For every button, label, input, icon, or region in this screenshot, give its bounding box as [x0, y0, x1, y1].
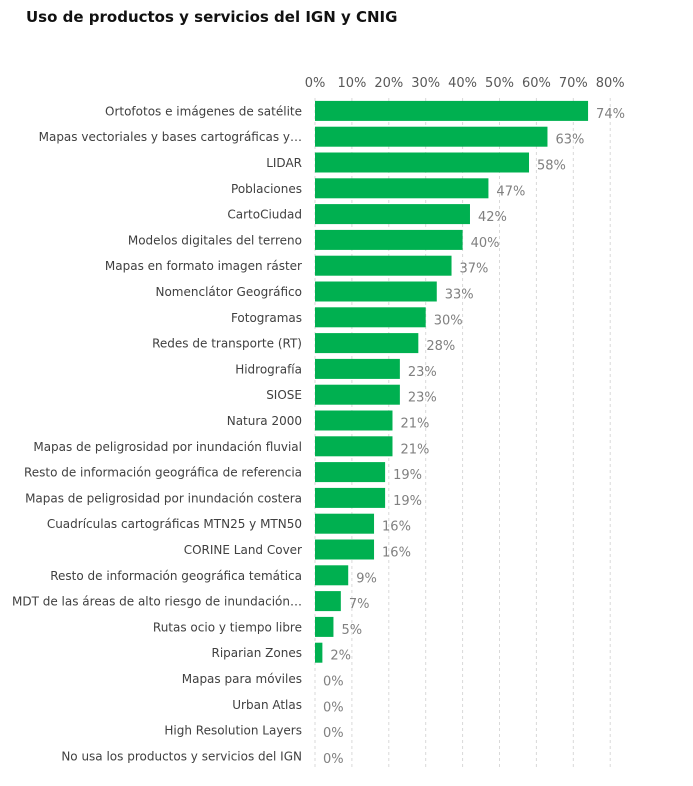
category-label: MDT de las áreas de alto riesgo de inund… [12, 595, 302, 609]
category-label: Fotogramas [231, 311, 302, 325]
category-label: CORINE Land Cover [184, 543, 302, 557]
bar [315, 642, 323, 663]
category-label: No usa los productos y servicios del IGN [61, 749, 302, 763]
bar [315, 178, 489, 199]
bar [315, 100, 589, 121]
category-label: Mapas de peligrosidad por inundación cos… [25, 491, 302, 505]
category-label: Hidrografía [235, 362, 302, 376]
category-label: CartoCiudad [227, 208, 302, 222]
bar [315, 152, 530, 173]
value-labels: 74% 63% 58% 47% 42% 40% 37% 33% 30% 28% 23% 23% 21% 2… [323, 107, 625, 767]
bar [315, 462, 386, 483]
bar [315, 487, 386, 508]
value-label: 28% [426, 339, 455, 354]
category-label: Riparian Zones [212, 646, 303, 660]
x-tick-label: 20% [374, 76, 403, 91]
value-label: 5% [341, 623, 362, 638]
category-label: Mapas vectoriales y bases cartográficas … [39, 130, 302, 144]
value-label: 9% [356, 571, 377, 586]
value-label: 16% [382, 520, 411, 535]
value-label: 0% [323, 675, 344, 690]
bar [315, 616, 334, 637]
value-label: 19% [393, 468, 422, 483]
value-label: 33% [445, 288, 474, 303]
value-label: 7% [349, 597, 370, 612]
bar [315, 333, 419, 354]
bar [315, 539, 375, 560]
value-label: 30% [434, 313, 463, 328]
bar [315, 591, 341, 612]
category-label: Resto de información geográfica temática [50, 569, 302, 583]
x-tick-label: 0% [305, 76, 326, 91]
value-label: 47% [496, 184, 525, 199]
value-label: 63% [555, 133, 584, 148]
category-label: Rutas ocio y tiempo libre [153, 620, 302, 634]
x-tick-label: 10% [337, 76, 366, 91]
bar [315, 513, 375, 534]
x-tick-label: 70% [559, 76, 588, 91]
category-label: SIOSE [266, 388, 302, 402]
value-label: 74% [596, 107, 625, 122]
x-tick-label: 40% [448, 76, 477, 91]
category-label: Cuadrículas cartográficas MTN25 y MTN50 [47, 517, 302, 531]
bar [315, 126, 548, 147]
value-label: 21% [400, 442, 429, 457]
bar [315, 410, 393, 431]
category-label: Natura 2000 [227, 414, 302, 428]
x-tick-label: 60% [522, 76, 551, 91]
bar [315, 436, 393, 457]
value-label: 19% [393, 494, 422, 509]
bar [315, 384, 400, 405]
bar [315, 281, 437, 302]
bar [315, 255, 452, 276]
value-label: 58% [537, 159, 566, 174]
x-tick-label: 80% [596, 76, 625, 91]
bar [315, 307, 426, 328]
bars [315, 100, 589, 663]
value-label: 23% [408, 391, 437, 406]
x-axis-ticks: 0% 10% 20% 30% 40% 50% 60% 70% 80% [305, 76, 625, 91]
bar [315, 358, 400, 379]
value-label: 42% [478, 210, 507, 225]
category-label: Poblaciones [231, 182, 302, 196]
value-label: 21% [400, 417, 429, 432]
value-label: 16% [382, 546, 411, 561]
value-label: 2% [330, 649, 351, 664]
value-label: 37% [460, 262, 489, 277]
value-label: 0% [323, 752, 344, 767]
x-tick-label: 50% [485, 76, 514, 91]
category-label: Mapas de peligrosidad por inundación flu… [33, 440, 302, 454]
category-label: High Resolution Layers [164, 724, 302, 738]
value-label: 0% [323, 700, 344, 715]
chart-title: Uso de productos y servicios del IGN y C… [26, 8, 398, 26]
category-labels: Ortofotos e imágenes de satélite Mapas ve… [12, 104, 302, 763]
value-label: 0% [323, 726, 344, 741]
category-label: Mapas para móviles [182, 672, 302, 686]
category-label: Resto de información geográfica de refer… [24, 466, 302, 480]
value-label: 40% [471, 236, 500, 251]
category-label: Ortofotos e imágenes de satélite [105, 104, 302, 118]
value-label: 23% [408, 365, 437, 380]
category-label: Mapas en formato imagen ráster [105, 259, 302, 273]
bar [315, 204, 470, 225]
category-label: LIDAR [266, 156, 302, 170]
category-label: Redes de transporte (RT) [152, 337, 302, 351]
category-label: Modelos digitales del terreno [128, 233, 302, 247]
category-label: Urban Atlas [232, 698, 302, 712]
grid-layer [314, 98, 611, 770]
bar [315, 229, 463, 250]
bar [315, 565, 349, 586]
x-tick-label: 30% [411, 76, 440, 91]
category-label: Nomenclátor Geográfico [155, 285, 302, 299]
